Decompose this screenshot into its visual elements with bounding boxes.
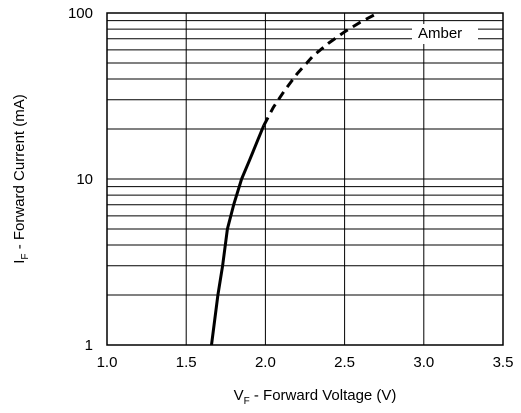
y-tick-label: 100 — [68, 5, 93, 22]
x-tick-label: 1.0 — [97, 354, 118, 371]
x-tick-label: 2.0 — [255, 354, 276, 371]
legend-label-amber: Amber — [418, 25, 462, 42]
y-axis-title-subscript: F — [20, 253, 31, 259]
y-axis-title-symbol: I — [11, 260, 28, 264]
legend: Amber — [412, 24, 478, 44]
series-line-amber-dashed — [262, 11, 379, 127]
x-tick-labels: 1.0 1.5 2.0 2.5 3.0 3.5 — [97, 354, 514, 371]
plot-frame — [106, 12, 504, 346]
y-tick-label: 10 — [76, 171, 93, 188]
data-curves — [210, 11, 379, 346]
x-axis-title-subscript: F — [244, 396, 250, 407]
y-tick-label: 1 — [85, 337, 93, 354]
y-axis-title: IF - Forward Current (mA) — [11, 94, 31, 263]
series-line-amber-solid — [210, 124, 266, 346]
y-tick-labels: 1 10 100 — [68, 5, 93, 354]
x-axis-title-symbol: V — [234, 387, 244, 404]
x-axis-title: VF - Forward Voltage (V) — [234, 387, 397, 407]
y-axis-title-text: - Forward Current (mA) — [11, 94, 28, 253]
x-axis-title-text: - Forward Voltage (V) — [250, 387, 397, 404]
x-tick-label: 2.5 — [334, 354, 355, 371]
x-tick-label: 1.5 — [176, 354, 197, 371]
x-tick-label: 3.0 — [413, 354, 434, 371]
legend-background — [412, 24, 478, 44]
x-tick-label: 3.5 — [493, 354, 514, 371]
